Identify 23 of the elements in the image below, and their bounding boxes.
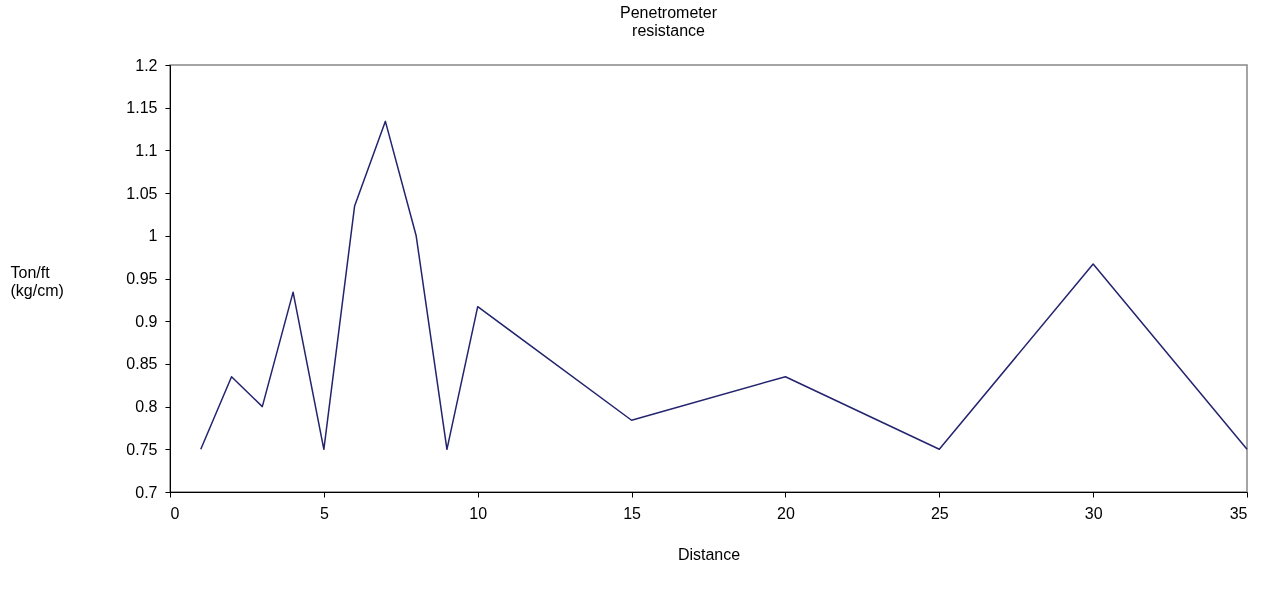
y-tick-label: 0.75: [126, 440, 158, 458]
y-tick-label: 1.05: [126, 184, 158, 202]
y-tick-label: 0.95: [126, 270, 158, 287]
y-axis-title: Ton/ft (kg/cm): [10, 263, 64, 299]
y-tick-label: 0.8: [135, 398, 158, 416]
x-tick-label: 15: [623, 504, 642, 522]
y-tick-label: 1.1: [135, 141, 158, 159]
x-tick-label: 35: [1229, 504, 1248, 522]
y-tick-label: 0.85: [126, 355, 158, 373]
y-tick-label: 0.9: [135, 312, 158, 330]
line-series: [200, 120, 1248, 451]
x-tick-label: 5: [319, 504, 329, 522]
x-tick-label: 20: [777, 504, 795, 522]
x-tick-label: 30: [1084, 504, 1103, 522]
y-tick-label: 0.7: [135, 483, 158, 501]
y-tick-label: 1.15: [126, 99, 158, 117]
x-tick-label: 25: [930, 504, 949, 522]
chart-title: Penetrometer resistance: [620, 4, 718, 39]
x-tick-label: 10: [469, 504, 488, 522]
x-axis-title: Distance: [677, 545, 741, 563]
x-tick-label: 0: [170, 504, 180, 522]
y-tick-label: 1.2: [135, 56, 158, 74]
y-tick-label: 1: [148, 227, 158, 245]
